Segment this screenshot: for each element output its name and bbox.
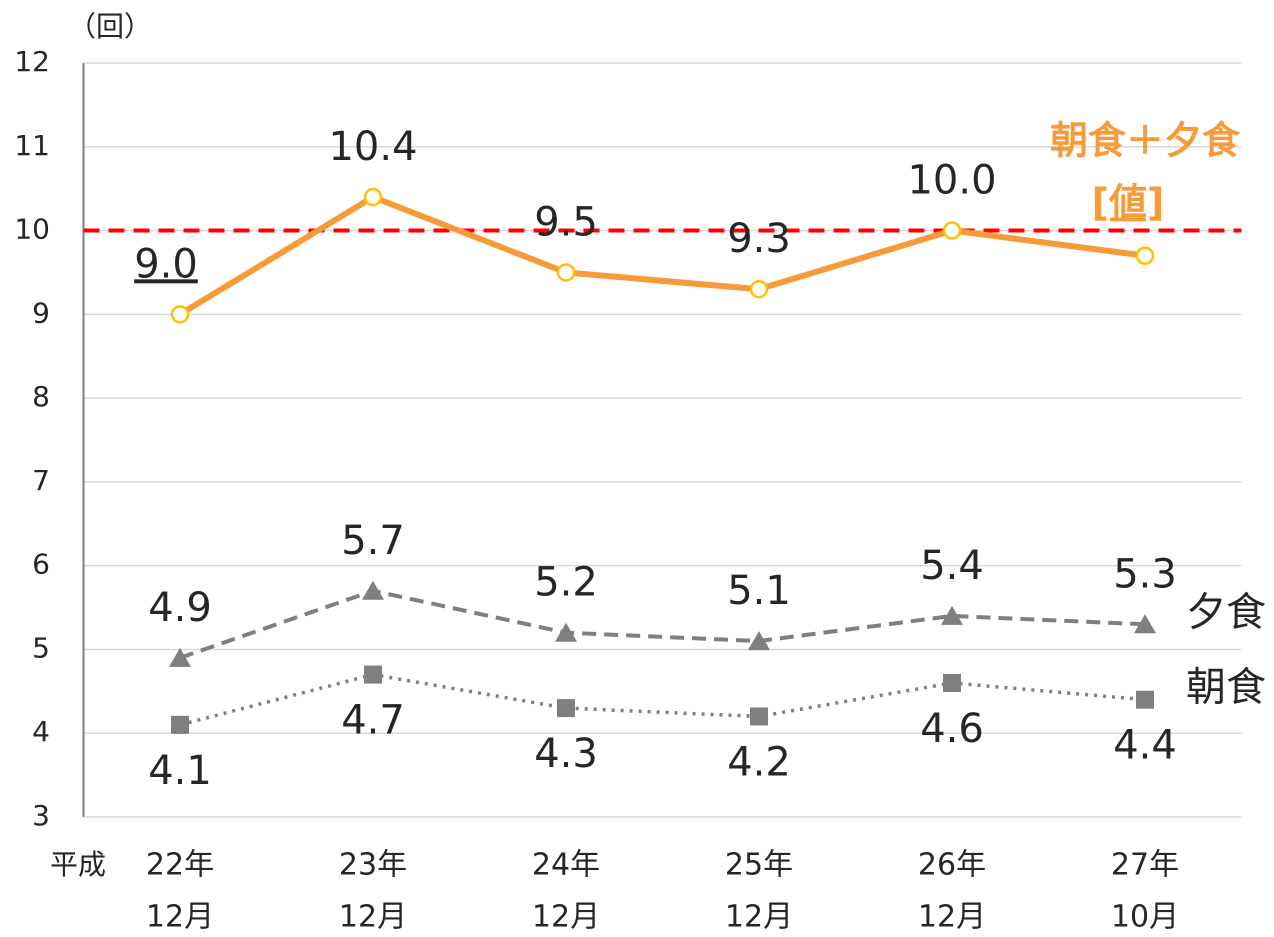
data-label: 5.4 xyxy=(920,543,984,589)
data-label: 5.1 xyxy=(727,568,791,614)
x-tick-label: 10月 xyxy=(1111,900,1179,935)
data-label: 5.7 xyxy=(341,518,405,564)
y-tick-label: 12 xyxy=(14,45,50,78)
series-name: 朝食 xyxy=(1186,665,1266,711)
marker xyxy=(943,673,961,692)
x-tick-label: 23年 xyxy=(339,848,407,883)
marker xyxy=(750,707,768,726)
data-label: 10.4 xyxy=(328,124,417,170)
marker xyxy=(1136,690,1154,709)
data-label: 4.9 xyxy=(148,585,212,631)
data-label: 9.5 xyxy=(534,199,598,245)
y-tick-label: 5 xyxy=(32,631,50,664)
marker xyxy=(941,605,963,625)
data-label: 4.2 xyxy=(727,739,791,785)
x-tick-label: 12月 xyxy=(339,900,407,935)
marker xyxy=(170,305,190,324)
marker xyxy=(1134,614,1156,634)
data-label: 4.7 xyxy=(341,698,405,744)
x-tick-label: 12月 xyxy=(146,900,214,935)
marker xyxy=(363,187,383,207)
x-tick-label: 12月 xyxy=(918,900,986,935)
x-tick-label: 22年 xyxy=(146,848,214,883)
y-unit-label: （回） xyxy=(68,10,152,43)
x-tick-label: 26年 xyxy=(918,848,986,883)
x-tick-label: 27年 xyxy=(1111,848,1179,883)
x-tick-label: 12月 xyxy=(725,900,793,935)
data-label: 4.4 xyxy=(1113,723,1177,769)
marker xyxy=(748,631,770,651)
data-label: 5.3 xyxy=(1113,551,1177,597)
marker xyxy=(555,622,577,642)
y-tick-label: 6 xyxy=(32,548,50,581)
marker xyxy=(557,699,575,718)
marker xyxy=(1135,246,1155,265)
marker xyxy=(362,580,384,600)
data-label: 4.1 xyxy=(148,748,212,794)
y-tick-label: 9 xyxy=(32,296,50,329)
y-tick-label: 10 xyxy=(14,213,50,246)
series-name: 朝食＋夕食 xyxy=(1050,119,1241,163)
series-line xyxy=(179,672,1146,727)
x-tick-label: 12月 xyxy=(532,900,600,935)
series-name: 夕食 xyxy=(1186,589,1266,635)
data-label: 9.0 xyxy=(134,241,198,287)
data-label: 10.0 xyxy=(907,158,996,204)
marker xyxy=(556,263,576,282)
y-tick-label: 7 xyxy=(32,464,50,497)
data-label: 4.3 xyxy=(534,731,598,777)
y-tick-label: 3 xyxy=(32,799,50,832)
era-label: 平成 xyxy=(50,848,106,881)
y-tick-label: 11 xyxy=(14,129,50,162)
marker xyxy=(169,647,191,667)
y-tick-label: 8 xyxy=(32,380,50,413)
marker xyxy=(171,715,189,734)
data-label: 4.6 xyxy=(920,706,984,752)
y-tick-label: 4 xyxy=(32,715,50,748)
data-label: 5.2 xyxy=(534,560,598,606)
series-line xyxy=(179,588,1146,660)
x-tick-label: 24年 xyxy=(532,848,600,883)
series-line xyxy=(178,193,1146,317)
marker xyxy=(942,221,962,240)
data-label: 9.3 xyxy=(727,216,791,262)
marker xyxy=(749,279,769,299)
x-tick-label: 25年 xyxy=(725,848,793,883)
series-annotation: [値] xyxy=(1092,181,1165,225)
marker xyxy=(364,665,382,684)
